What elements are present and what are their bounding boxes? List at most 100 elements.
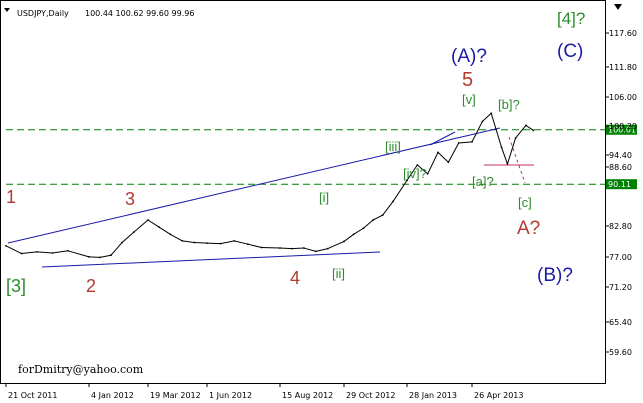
price-segment [99, 254, 112, 258]
price-segment [372, 214, 383, 221]
wave-label: [iv]? [403, 166, 427, 181]
price-point [169, 233, 172, 236]
upper-trend-line [7, 127, 501, 244]
price-segment [194, 242, 208, 244]
short-trend-line [429, 131, 456, 146]
price-segment [382, 200, 394, 216]
wave-label: [v] [462, 92, 476, 107]
price-segment [36, 251, 53, 254]
price-segment [363, 219, 374, 229]
x-tick-label: 28 Jan 2013 [409, 391, 457, 400]
price-segment [506, 137, 517, 165]
price-segment [88, 256, 101, 258]
wave-label: A? [517, 218, 540, 239]
price-point [302, 247, 305, 249]
price-segment [67, 250, 90, 258]
price-point [219, 242, 222, 245]
y-tick-label: 71.20 [609, 283, 632, 292]
wave-label: 2 [86, 276, 96, 296]
price-point [457, 142, 460, 144]
lower-trend-line [41, 251, 381, 268]
wave-label: [c] [518, 195, 532, 210]
price-segment [147, 219, 160, 228]
y-tick-label: 77.00 [609, 253, 632, 262]
y-tick-label: 88.60 [609, 163, 632, 172]
price-point [352, 233, 355, 236]
price-segment [261, 247, 281, 249]
price-point [206, 242, 208, 245]
price-point [447, 161, 450, 164]
price-point [416, 164, 419, 166]
projection-path-line [508, 136, 526, 184]
price-segment [515, 125, 527, 139]
x-tick-label: 1 Jun 2012 [209, 391, 252, 400]
price-segment [303, 247, 316, 252]
price-point [406, 179, 408, 182]
price-segment [437, 151, 449, 163]
wave-label: (B)? [537, 265, 573, 286]
price-point [147, 219, 149, 221]
price-point [471, 141, 473, 143]
price-point [381, 214, 384, 216]
price-segment [427, 152, 439, 175]
price-segment [133, 219, 149, 233]
price-segment [482, 112, 492, 122]
watermark: forDmitry@yahoo.com [18, 363, 144, 376]
price-segment [52, 250, 69, 254]
wave-label: [iii] [385, 139, 401, 154]
price-point [514, 137, 517, 139]
price-point [326, 247, 329, 250]
price-segment [406, 164, 418, 181]
wave-label: (C) [557, 41, 583, 62]
price-segment [110, 242, 123, 256]
price-point [51, 252, 54, 254]
price-point [246, 243, 249, 246]
price-segment [343, 233, 354, 242]
price-segment [458, 141, 473, 144]
x-tick-label: 19 Mar 2012 [150, 391, 201, 400]
ohlc-readout: 100.44 100.62 99.60 99.96 [85, 9, 194, 18]
wave-label: 3 [125, 189, 135, 209]
chart-shift-icon [614, 4, 622, 10]
level-price-box [606, 179, 637, 190]
price-point [67, 249, 69, 252]
wave-label: 5 [462, 69, 473, 91]
price-point [181, 240, 184, 242]
price-point [36, 251, 38, 253]
price-point [506, 163, 509, 165]
plot-frame [0, 0, 606, 384]
price-segment [5, 245, 22, 254]
y-tick-label: 65.40 [609, 318, 632, 327]
price-point [362, 227, 365, 230]
price-segment [315, 248, 328, 252]
price-segment [158, 226, 171, 235]
price-segment [182, 240, 195, 244]
x-tick-label: 4 Jan 2012 [91, 391, 134, 400]
price-segment [279, 247, 292, 250]
price-segment [206, 242, 221, 245]
x-tick-label: 29 Oct 2012 [346, 391, 395, 400]
price-point [121, 241, 123, 244]
level-price-label: 90.11 [608, 180, 631, 189]
price-point [132, 231, 135, 234]
price-segment [121, 231, 135, 243]
y-tick-label: 111.80 [609, 63, 637, 72]
price-point [193, 241, 196, 244]
price-segment [220, 240, 235, 245]
price-segment [501, 147, 508, 165]
price-segment [417, 164, 429, 175]
wave-label: [3] [6, 276, 26, 296]
wave-label: 1 [6, 187, 16, 207]
symbol-menu-icon[interactable] [4, 8, 10, 12]
price-segment [327, 240, 345, 250]
price-point [279, 247, 281, 249]
price-segment [170, 233, 183, 242]
price-point [88, 255, 90, 258]
wave-label: 4 [290, 268, 300, 288]
level-price-box [606, 124, 637, 135]
wave-label: [a]? [472, 174, 494, 189]
price-point [490, 112, 493, 115]
price-point [437, 151, 439, 154]
price-segment [490, 113, 503, 148]
